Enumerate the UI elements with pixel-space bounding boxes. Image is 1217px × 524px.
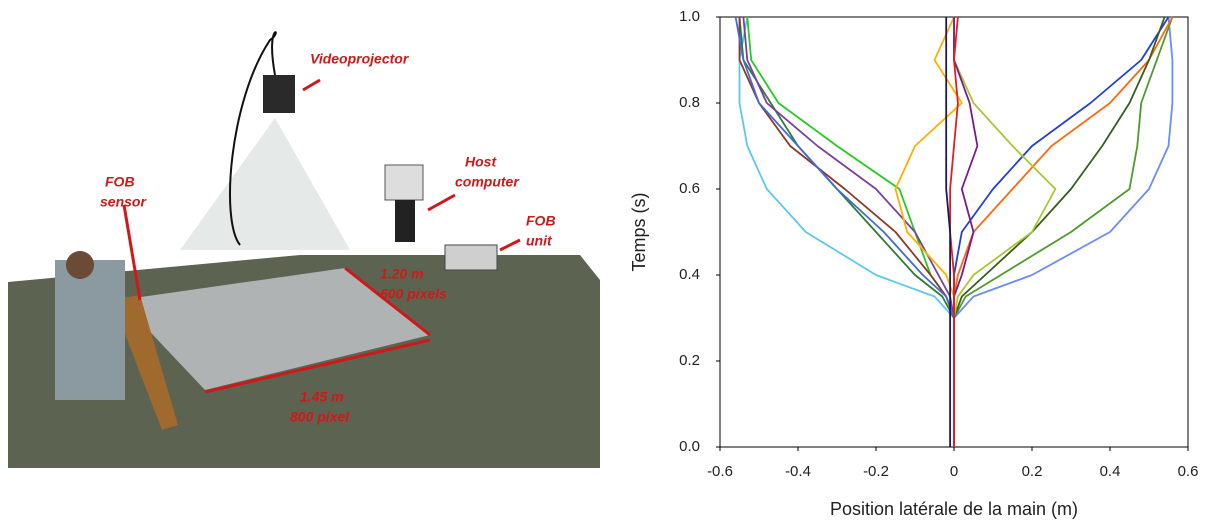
trajectory xyxy=(953,16,1174,447)
x-tick-label: 0.6 xyxy=(1178,463,1199,480)
light-cone xyxy=(180,118,350,250)
label-host: Host xyxy=(465,154,497,170)
trajectory xyxy=(738,17,955,447)
host-base xyxy=(395,200,415,242)
trajectory xyxy=(894,16,963,447)
trajectory xyxy=(949,16,959,447)
y-axis-label: Temps (s) xyxy=(629,192,649,271)
bench xyxy=(112,295,178,430)
arrow-projector xyxy=(302,78,321,92)
trajectory xyxy=(742,16,955,447)
x-tick-label: 0.4 xyxy=(1100,463,1121,480)
label-sensor: FOB xyxy=(105,174,135,190)
label-host: computer xyxy=(455,174,520,190)
trajectory xyxy=(953,17,1057,447)
trajectory xyxy=(734,16,955,447)
arrow-width xyxy=(344,266,431,337)
projector xyxy=(263,75,295,113)
y-tick-label: 0.8 xyxy=(679,94,700,111)
label-width: 600 pixels xyxy=(380,286,447,302)
x-axis-label: Position latérale de la main (m) xyxy=(830,499,1078,519)
head xyxy=(66,251,94,279)
trajectory xyxy=(945,17,951,447)
y-tick-label: 0.0 xyxy=(679,438,700,455)
trajectory xyxy=(953,16,1166,447)
trajectory xyxy=(953,16,1174,447)
screen-area xyxy=(120,268,430,390)
label-length: 800 pixel xyxy=(290,409,350,425)
y-tick-label: 0.2 xyxy=(679,352,700,369)
x-tick-label: 0 xyxy=(950,463,958,480)
fob-unit-box xyxy=(444,244,498,271)
label-fob-unit: unit xyxy=(526,233,553,249)
y-tick-label: 0.4 xyxy=(679,266,700,283)
illustration: Videoprojector Host computer FOB unit FO… xyxy=(8,0,600,470)
label-projector: Videoprojector xyxy=(310,51,410,67)
host-monitor xyxy=(384,164,424,201)
person xyxy=(55,260,125,400)
arrow-host xyxy=(427,193,456,212)
arrow-fob xyxy=(499,238,521,252)
y-tick-label: 0.6 xyxy=(679,180,700,197)
trajectory xyxy=(738,16,955,447)
arrows xyxy=(122,78,521,394)
label-width: 1.20 m xyxy=(380,266,424,282)
cable xyxy=(229,31,277,246)
trajectory xyxy=(738,16,955,447)
x-tick-label: -0.4 xyxy=(785,463,811,480)
chart: 0.0 0.2 0.4 0.6 0.8 1.0 -0.6 -0.4 -0.2 0 0.2 0.4 0.6… xyxy=(629,8,1199,519)
x-tick-label: 0.2 xyxy=(1022,463,1043,480)
arrow-sensor xyxy=(122,204,142,301)
label-sensor: sensor xyxy=(100,194,147,210)
y-tick-label: 1.0 xyxy=(679,8,700,25)
label-length: 1.45 m xyxy=(300,389,344,405)
trajectory xyxy=(953,16,1170,447)
arrow-length xyxy=(204,338,431,394)
trajectory xyxy=(746,16,955,447)
label-fob-unit: FOB xyxy=(526,213,556,229)
x-tick-label: -0.2 xyxy=(863,463,889,480)
trajectory xyxy=(953,17,979,447)
x-tick-label: -0.6 xyxy=(707,463,733,480)
